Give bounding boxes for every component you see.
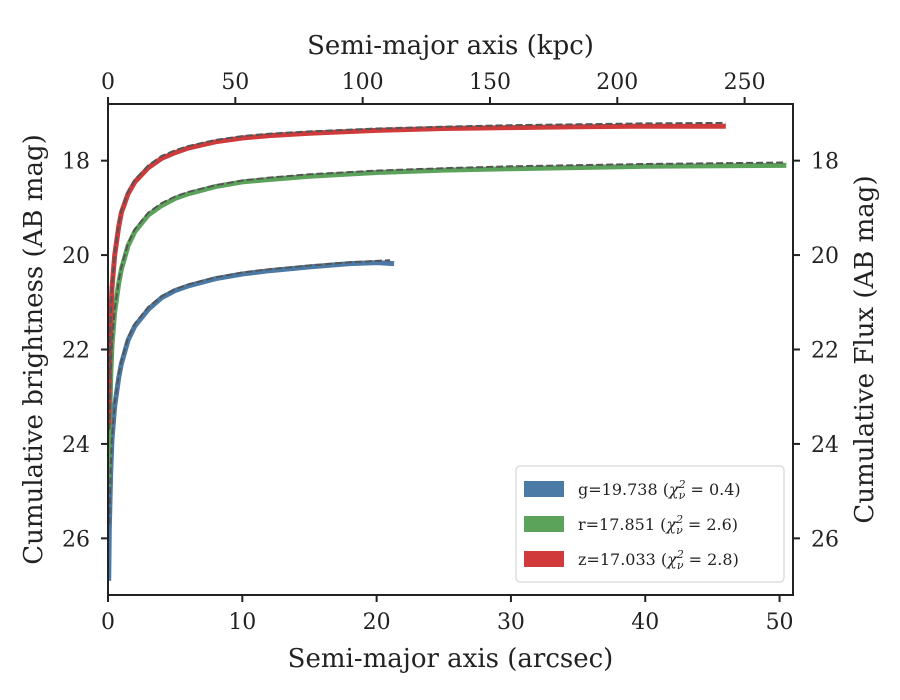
series-line-r [108, 162, 787, 487]
x-tick-label: 0 [101, 610, 115, 635]
legend-sup: 2 [678, 478, 686, 491]
x-tick-label: 30 [497, 610, 525, 635]
legend-prefix: r=17.851 ( [578, 515, 666, 534]
model-line-r [108, 161, 787, 430]
legend-sub: ν [676, 524, 683, 537]
x-tick-label: 20 [363, 610, 391, 635]
top-tick-label: 200 [596, 70, 638, 95]
top-tick-label: 150 [469, 70, 511, 95]
legend-swatch-r [524, 516, 564, 532]
legend-entry-z: z=17.033 (χ2 ν = 2.8) [524, 548, 739, 572]
y-tick-label: 26 [62, 527, 90, 552]
x-axis-title: Semi-major axis (arcsec) [288, 644, 614, 674]
model-line-z [108, 121, 726, 374]
legend-entry-g: g=19.738 (χ2 ν = 0.4) [524, 478, 741, 502]
top-tick-label: 0 [101, 70, 115, 95]
top-tick-label: 100 [342, 70, 384, 95]
y-tick-label: 22 [62, 339, 90, 364]
legend-sup: 2 [675, 513, 683, 526]
legend-swatch-z [524, 551, 564, 567]
legend-sub: ν [679, 489, 686, 502]
legend-sup: 2 [676, 548, 684, 561]
x-tick-label: 50 [766, 610, 794, 635]
legend-box [515, 465, 785, 583]
legend-prefix: z=17.033 ( [578, 550, 667, 569]
model-line-g [108, 259, 391, 525]
legend-prefix: g=19.738 ( [578, 480, 669, 499]
legend-entry-r: r=17.851 (χ2 ν = 2.6) [524, 513, 738, 537]
right-tick-label: 24 [811, 433, 839, 458]
legend-label-z: z=17.033 (χ2 ν = 2.8) [578, 548, 739, 572]
legend-sub: ν [677, 559, 684, 572]
top-tick-label: 50 [221, 70, 249, 95]
top-tick-label: 250 [724, 70, 766, 95]
right-tick-label: 20 [811, 244, 839, 269]
y-tick-label: 18 [62, 150, 90, 175]
y-tick-label: 24 [62, 433, 90, 458]
right-tick-label: 22 [811, 339, 839, 364]
series-line-g [108, 260, 395, 581]
right-tick-label: 26 [811, 527, 839, 552]
legend-chi: χ [665, 515, 677, 534]
legend-suffix: = 0.4) [685, 480, 740, 499]
model-layer [108, 121, 787, 525]
legend-suffix: = 2.6) [683, 515, 738, 534]
legend-chi: χ [666, 550, 678, 569]
right-tick-label: 18 [811, 150, 839, 175]
series-line-z [108, 123, 726, 426]
legend-label-r: r=17.851 (χ2 ν = 2.6) [578, 513, 738, 537]
legend-label-g: g=19.738 (χ2 ν = 0.4) [578, 478, 741, 502]
x-tick-label: 10 [228, 610, 256, 635]
legend-swatch-g [524, 481, 564, 497]
legend: g=19.738 (χ2 ν = 0.4) r=17.851 (χ2 ν = 2.6… [515, 465, 785, 583]
y-tick-label: 20 [62, 244, 90, 269]
legend-chi: χ [668, 480, 680, 499]
right-axis-title: Cumulative Flux (AB mag) [850, 175, 880, 523]
legend-suffix: = 2.8) [684, 550, 739, 569]
top-axis-title: Semi-major axis (kpc) [307, 31, 594, 61]
y-axis-title: Cumulative brightness (AB mag) [19, 134, 49, 565]
x-tick-label: 40 [631, 610, 659, 635]
